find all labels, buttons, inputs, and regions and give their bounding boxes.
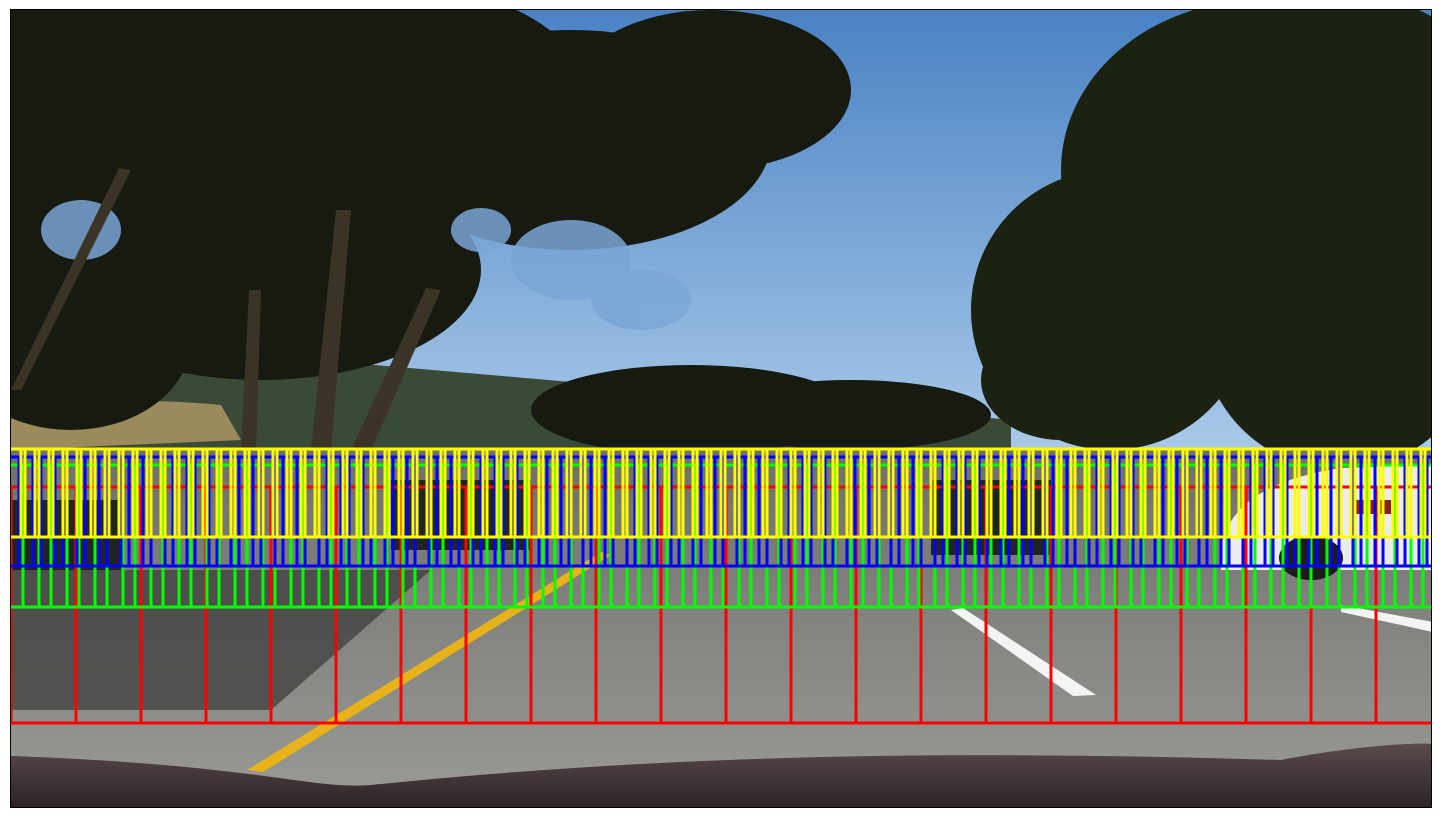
yellow-window xyxy=(1405,447,1431,539)
yellow-window xyxy=(11,447,27,539)
road-scene-image xyxy=(11,10,1431,807)
blue-window xyxy=(1403,455,1431,568)
yellow-search-windows xyxy=(11,447,1431,539)
yellow-window xyxy=(11,447,41,539)
right-trees xyxy=(971,10,1431,470)
yellow-window xyxy=(1419,447,1431,539)
figure-frame xyxy=(10,9,1432,808)
white-lane-line-right xyxy=(1341,605,1431,632)
car-hood xyxy=(11,743,1431,807)
red-window xyxy=(1374,485,1431,725)
blue-window xyxy=(1425,455,1431,568)
left-trees xyxy=(11,10,991,455)
tree-trunks xyxy=(11,168,441,450)
blue-window xyxy=(11,455,35,568)
road-left-shadow xyxy=(11,570,431,710)
